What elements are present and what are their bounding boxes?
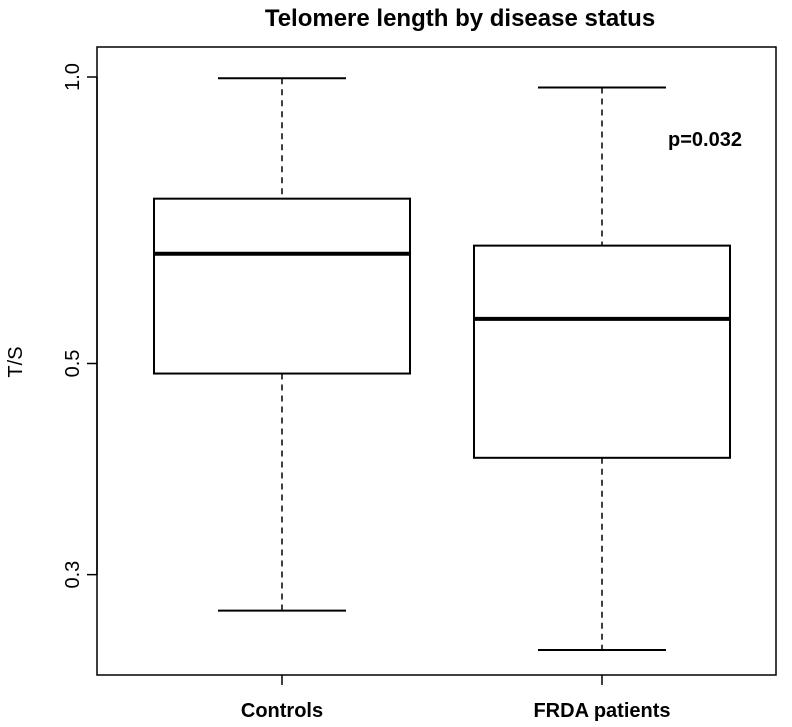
- y-axis-label: T/S: [5, 346, 27, 377]
- y-tick-label: 0.3: [62, 561, 84, 589]
- y-tick-label: 0.5: [62, 350, 84, 378]
- chart-marks: 0.3 0.5 1.0 Controls FRDA patients: [62, 63, 731, 722]
- y-tick-label: 1.0: [62, 63, 84, 91]
- iqr-box: [473, 244, 731, 459]
- iqr-box: [153, 197, 411, 375]
- p-value-annotation: p=0.032: [668, 129, 742, 151]
- chart-title: Telomere length by disease status: [265, 5, 655, 32]
- x-tick-label: FRDA patients: [533, 700, 670, 722]
- x-tick-label: Controls: [241, 700, 323, 722]
